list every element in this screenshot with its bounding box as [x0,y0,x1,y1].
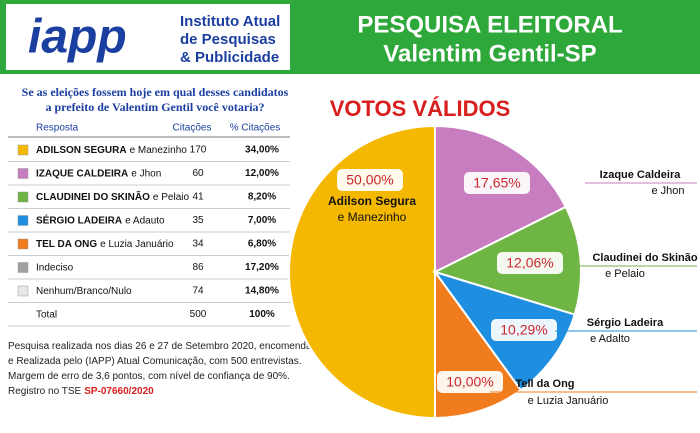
category-subtitle: e Adalto [590,333,630,345]
value-label: 50,00% [346,172,393,188]
note-text: Registro no TSE [8,386,82,397]
row-name: Nenhum/Branco/Nulo [36,286,132,297]
candidate-vice: e Adauto [125,215,165,226]
pie-chart: 50,00% 17,65% 12,06% 10,29% 10,00% Adilson Se… [288,124,698,420]
candidate-vice: e Manezinho [130,145,188,156]
row-count: 35 [192,215,204,226]
row-pct: 34,00% [245,145,279,156]
row-name: Indeciso [36,262,74,273]
value-label-box [491,319,557,341]
candidate-vice: e Jhon [131,168,161,179]
institute-line: & Publicidade [180,49,279,66]
row-count: 74 [192,286,204,297]
value-label-box [464,172,530,194]
question: Se as eleições fossem hoje em qual desse… [22,85,289,99]
value-label-box [497,252,563,274]
row-count: 34 [192,239,204,250]
category-label: Izaque Caldeira [600,169,682,181]
value-label: 17,65% [473,175,520,191]
question: a prefeito de Valentim Gentil você votar… [45,100,264,114]
note-line: e Realizada pelo (IAPP) Atual Comunicaçã… [8,356,302,367]
note-text: Margem de erro de 3,6 pontos, com nível … [8,371,290,382]
note-line: Registro no TSE SP-07660/2020 [8,386,154,397]
row-label: SÉRGIO LADEIRA e Adauto [36,213,165,226]
header-subtitle: Valentim Gentil-SP [383,40,596,67]
registry: SP-07660/2020 [84,386,154,397]
color-key [17,144,29,156]
chart-title: VOTOS VÁLIDOS [330,96,511,121]
column-header: % Citações [230,123,281,134]
row-count: 86 [192,262,204,273]
row-pct: 14,80% [245,286,279,297]
table: Resposta Citações % Citações ADILSON SEGURA… [8,123,323,397]
candidate-vice: e Luzia Januário [100,239,174,250]
candidate-name: IZAQUE CALDEIRA [36,168,128,179]
row-label: Indeciso [36,262,74,273]
pie-slice [288,124,436,420]
row-count: 170 [190,145,207,156]
row-count: 60 [192,168,204,179]
category-subtitle: e Jhon [651,185,684,197]
candidate-name: ADILSON SEGURA [36,145,127,156]
category-subtitle: e Pelaio [605,268,645,280]
category-label: Tell da Ong [515,378,574,390]
category-label: Claudinei do Skinão [592,252,697,264]
category-label: Sérgio Ladeira [587,317,664,329]
color-key [17,262,29,273]
note-line: Pesquisa realizada nos dias 26 e 27 de S… [8,341,323,352]
row-name: Total [36,309,57,320]
value-label: 10,29% [500,322,547,338]
row-pct: 7,00% [248,215,276,226]
institute-line: Instituto Atual [180,13,280,30]
value-label-box [337,169,403,191]
category-subtitle: e Luzia Januário [528,395,609,407]
row-label: Total [36,309,57,320]
logo-box [6,4,290,70]
row-label: ADILSON SEGURA e Manezinho [36,145,187,156]
pie-slice [434,124,568,274]
value-label: 10,00% [446,374,493,390]
candidate-vice: e Pelaio [153,192,190,203]
header-title: PESQUISA ELEITORAL [357,11,622,38]
color-key [17,215,29,226]
category-subtitle: e Manezinho [338,210,407,224]
value-label-box [437,371,503,393]
row-label: IZAQUE CALDEIRA e Jhon [36,168,161,179]
row-pct: 12,00% [245,168,279,179]
candidate-name: TEL DA ONG [36,239,97,250]
row-count: 41 [192,192,204,203]
candidate-name: CLAUDINEI DO SKINÃO [36,190,150,203]
color-key [17,238,29,250]
category-label: Adilson Segura [328,194,416,208]
color-key [17,191,29,203]
row-pct: 100% [249,309,275,320]
note-line: Margem de erro de 3,6 pontos, com nível … [8,371,290,382]
value-label: 12,06% [506,255,553,271]
institute-line: de Pesquisas [180,31,276,48]
row-label: TEL DA ONG e Luzia Januário [36,239,174,250]
column-header: Resposta [36,123,79,134]
row-label: CLAUDINEI DO SKINÃO e Pelaio [36,190,189,203]
color-key [17,285,29,297]
candidate-name: SÉRGIO LADEIRA [36,213,122,226]
row-pct: 8,20% [248,192,276,203]
note-text: Pesquisa realizada nos dias 26 e 27 de S… [8,341,323,352]
row-pct: 17,20% [245,262,279,273]
row-pct: 6,80% [248,239,276,250]
note-text: e Realizada pelo (IAPP) Atual Comunicaçã… [8,356,302,367]
color-key [17,168,29,179]
row-label: Nenhum/Branco/Nulo [36,286,132,297]
logo: iapp [28,11,127,64]
column-header: Citações [173,123,212,134]
row-count: 500 [190,309,207,320]
